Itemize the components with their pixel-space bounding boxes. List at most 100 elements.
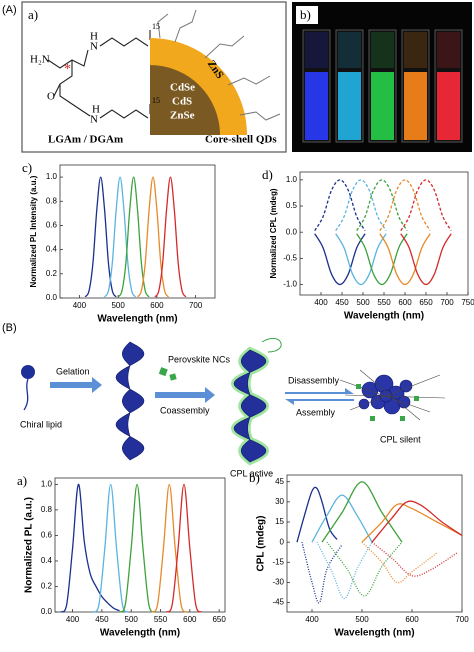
spectrum-line — [314, 233, 366, 286]
arrow — [50, 377, 102, 393]
panel-label: d) — [262, 167, 273, 182]
caption: Core-shell QDs — [205, 134, 277, 146]
spectrum-line — [356, 179, 408, 231]
nanoball — [358, 398, 370, 410]
atom-label: H — [92, 104, 100, 116]
y-tick-label: -30 — [272, 578, 284, 587]
atom-label: * — [64, 62, 71, 77]
y-tick-label: 30 — [275, 497, 284, 506]
arrow — [155, 387, 215, 403]
y-tick-label: -1.0 — [283, 280, 297, 289]
nanoball — [397, 395, 411, 409]
atom-label: H — [90, 31, 98, 43]
y-tick-label: 1.0 — [46, 172, 58, 181]
spectrum-line — [335, 233, 387, 286]
y-tick-label: 0.0 — [286, 227, 298, 236]
cuvette-top — [437, 32, 460, 68]
fiber — [359, 369, 421, 421]
x-tick-label: 700 — [440, 298, 454, 307]
x-tick-label: 550 — [154, 615, 168, 624]
spectrum-line — [118, 483, 156, 613]
x-tick-label: 450 — [95, 615, 109, 624]
atom-label: H₂N — [30, 54, 50, 66]
perovskite-nc — [370, 416, 375, 421]
schematic — [21, 337, 354, 411]
y-tick-label: 0.4 — [41, 556, 53, 565]
x-tick-label: 650 — [419, 298, 433, 307]
y-axis-label: Normalized PL Intensity (a.u.) — [29, 175, 38, 287]
y-tick-label: 1.0 — [41, 479, 53, 488]
plot-frame — [54, 477, 226, 613]
plot-frame — [286, 474, 463, 613]
x-tick-label: 400 — [314, 298, 328, 307]
schematic-label: CPL silent — [380, 434, 421, 444]
x-tick-label: 700 — [455, 615, 469, 624]
layer-label: ZnSe — [170, 110, 195, 122]
panel-label: b) — [300, 7, 311, 22]
spectrum-line — [400, 233, 452, 286]
spectrum-line — [301, 542, 343, 604]
spectrum-line — [400, 179, 452, 231]
y-tick-label: 0.6 — [41, 531, 53, 540]
spectrum-line — [314, 179, 366, 231]
x-tick-label: 500 — [355, 615, 369, 624]
lipid-head — [21, 365, 35, 379]
panel-label: a) — [17, 473, 27, 488]
perovskite-nc — [356, 384, 361, 389]
panel-label: a) — [28, 7, 38, 22]
nanoball — [399, 379, 413, 393]
caption: LGAm / DGAm — [48, 134, 123, 146]
spectrum-line — [379, 233, 431, 286]
y-tick-label: 0.0 — [41, 607, 53, 616]
x-tick-label: 600 — [150, 301, 164, 310]
cuvette-top — [404, 32, 427, 68]
spectrum-line — [371, 541, 458, 577]
atom-label: N — [90, 114, 98, 126]
cuvette-glow — [338, 72, 361, 140]
spectrum-line — [84, 176, 117, 298]
spin — [261, 337, 282, 353]
x-tick-label: 650 — [212, 615, 226, 624]
x-tick-label: 750 — [461, 298, 474, 307]
spectrum-line — [151, 483, 188, 613]
y-tick-label: 0.8 — [46, 196, 58, 205]
layer-label: CdS — [172, 96, 192, 108]
x-tick-label: 700 — [189, 301, 203, 310]
arrow — [285, 388, 354, 394]
y-tick-label: 0.2 — [46, 269, 58, 278]
spectrum-line — [316, 541, 373, 600]
spectrum-line — [296, 486, 338, 543]
spectrum-line — [92, 483, 129, 613]
label-box — [296, 6, 318, 24]
y-tick-label: 0.6 — [46, 221, 58, 230]
x-tick-label: 400 — [305, 615, 319, 624]
fiber — [349, 374, 441, 411]
x-tick-label: 500 — [125, 615, 139, 624]
x-axis-label: Wavelength (nm) — [100, 628, 180, 639]
perovskite-cubes — [158, 367, 177, 381]
y-tick-label: 0.8 — [41, 505, 53, 514]
y-axis-label: Normalized CPL (mdeg) — [269, 188, 278, 278]
panel-label: (B) — [2, 322, 17, 334]
spectrum-line — [117, 176, 150, 298]
fiber — [344, 394, 446, 399]
spectrum-line — [371, 500, 463, 543]
cuvette-top — [305, 32, 328, 68]
cuvette-top — [371, 32, 394, 68]
plot-frame — [299, 171, 469, 296]
spectrum-line — [326, 541, 403, 597]
y-tick-label: 0.2 — [41, 582, 53, 591]
ligands — [157, 9, 281, 121]
y-tick-label: -15 — [272, 557, 284, 566]
spectrum-line — [361, 541, 438, 584]
x-tick-label: 550 — [377, 298, 391, 307]
spectrum-line — [136, 176, 170, 298]
x-tick-label: 500 — [111, 301, 125, 310]
layer-label: CdSe — [170, 82, 195, 94]
panel-label: b) — [249, 470, 260, 485]
y-tick-label: 1.0 — [286, 175, 298, 184]
spectrum-line — [165, 483, 203, 613]
spectrum-line — [311, 494, 373, 543]
y-tick-label: 45 — [275, 477, 284, 486]
